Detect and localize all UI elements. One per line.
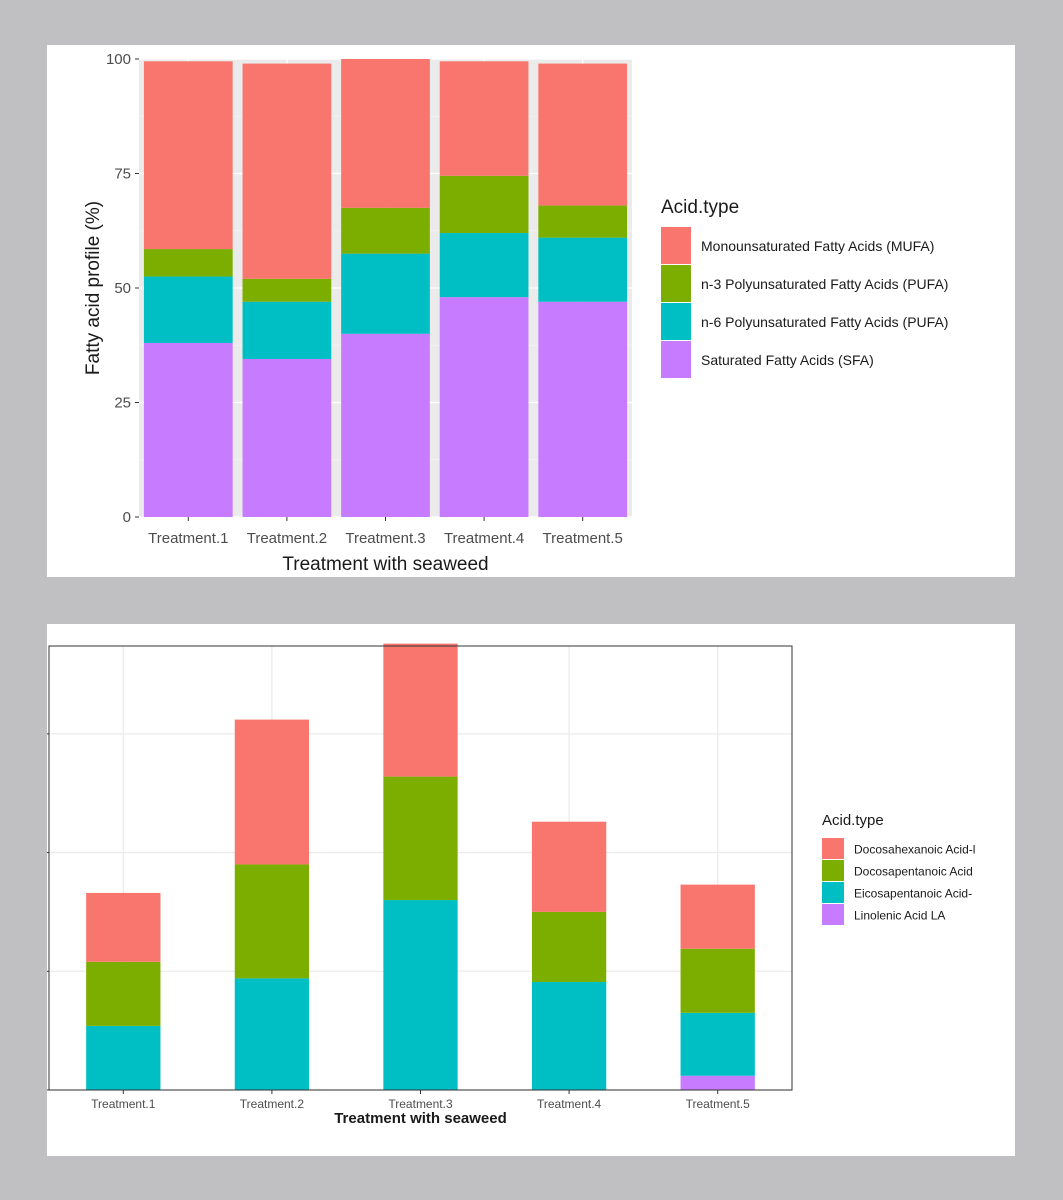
bar-treatment-3-monounsaturated-fatty-acids-mufa <box>341 59 430 208</box>
bar-treatment-2-monounsaturated-fatty-acids-mufa <box>242 63 332 279</box>
x-tick-label: Treatment.5 <box>686 1097 751 1111</box>
bar-treatment-3-docosapentanoic-acid <box>383 776 458 901</box>
legend-key-monounsaturated-fatty-acids-mufa <box>661 227 691 264</box>
bar-treatment-5-n-6-polyunsaturated-fatty-acids-pufa <box>538 237 628 302</box>
bar-treatment-4-eicosapentanoic-acid <box>531 981 607 1090</box>
legend-key-n-3-polyunsaturated-fatty-acids-pufa <box>661 265 691 302</box>
legend-title: Acid.type <box>661 197 739 218</box>
bar-treatment-3-eicosapentanoic-acid <box>383 900 458 1090</box>
bar-treatment-1-n-3-polyunsaturated-fatty-acids-pufa <box>143 249 233 277</box>
y-axis-title: Fatty acid profile (%) <box>83 201 104 375</box>
bar-treatment-5-saturated-fatty-acids-sfa <box>538 301 628 517</box>
bar-treatment-3-docosahexanoic-acid-l <box>383 643 458 777</box>
bar-treatment-3-saturated-fatty-acids-sfa <box>341 333 430 517</box>
x-tick-label: Treatment.4 <box>444 530 524 547</box>
bar-treatment-2-saturated-fatty-acids-sfa <box>242 358 332 517</box>
x-axis-title: Treatment with seaweed <box>334 1110 507 1127</box>
bar-treatment-2-eicosapentanoic-acid <box>234 978 310 1090</box>
bar-treatment-2-docosapentanoic-acid <box>234 864 310 979</box>
x-tick-label: Treatment.3 <box>388 1097 453 1111</box>
legend-key-docosapentanoic-acid <box>822 860 844 881</box>
x-tick-label: Treatment.1 <box>148 530 228 547</box>
bar-treatment-2-docosahexanoic-acid-l <box>234 719 310 865</box>
bar-treatment-1-n-6-polyunsaturated-fatty-acids-pufa <box>143 276 233 343</box>
legend-label-linolenic-acid-la: Linolenic Acid LA <box>854 908 945 922</box>
bar-treatment-2-n-6-polyunsaturated-fatty-acids-pufa <box>242 301 332 359</box>
bar-treatment-1-eicosapentanoic-acid <box>86 1025 161 1090</box>
legend-label-monounsaturated-fatty-acids-mufa: Monounsaturated Fatty Acids (MUFA) <box>701 238 934 254</box>
fatty-acid-profile-chart: 0 25 50 75 100 Treatment.1 Treatment.2 Treatmen… <box>83 51 948 575</box>
bar-treatment-4-docosapentanoic-acid <box>531 911 607 982</box>
omega-acids-chart: Treatment.1 Treatment.2 Treatment.3 Treatme… <box>47 643 975 1127</box>
y-tick-label: 25 <box>114 395 131 412</box>
y-tick-label: 75 <box>114 166 131 183</box>
y-tick-label: 100 <box>106 51 131 68</box>
bar-treatment-3-n-6-polyunsaturated-fatty-acids-pufa <box>341 253 430 334</box>
legend-key-eicosapentanoic-acid <box>822 882 844 903</box>
legend-key-linolenic-acid-la <box>822 904 844 925</box>
legend-key-saturated-fatty-acids-sfa <box>661 341 691 378</box>
legend-label-n-6-polyunsaturated-fatty-acids-pufa: n-6 Polyunsaturated Fatty Acids (PUFA) <box>701 314 948 330</box>
x-tick-label: Treatment.3 <box>345 530 425 547</box>
bar-treatment-5-eicosapentanoic-acid <box>680 1012 755 1076</box>
legend-label-saturated-fatty-acids-sfa: Saturated Fatty Acids (SFA) <box>701 352 874 368</box>
x-tick-label: Treatment.2 <box>247 530 327 547</box>
bar-treatment-5-docosapentanoic-acid <box>680 948 755 1013</box>
bar-treatment-4-monounsaturated-fatty-acids-mufa <box>439 61 529 176</box>
bar-treatment-5-n-3-polyunsaturated-fatty-acids-pufa <box>538 205 628 238</box>
x-axis-title: Treatment with seaweed <box>282 554 488 575</box>
bar-treatment-5-linolenic-acid-la <box>680 1075 755 1090</box>
bar-treatment-1-docosapentanoic-acid <box>86 961 161 1026</box>
bar-treatment-1-docosahexanoic-acid-l <box>86 892 161 962</box>
y-tick-label: 0 <box>123 509 131 526</box>
bar-treatment-5-docosahexanoic-acid-l <box>680 884 755 949</box>
legend-label-docosahexanoic-acid-l: Docosahexanoic Acid-l <box>854 842 975 856</box>
legend-label-n-3-polyunsaturated-fatty-acids-pufa: n-3 Polyunsaturated Fatty Acids (PUFA) <box>701 276 948 292</box>
y-tick-label: 50 <box>114 280 131 297</box>
bar-treatment-5-monounsaturated-fatty-acids-mufa <box>538 63 628 206</box>
x-tick-label: Treatment.5 <box>543 530 623 547</box>
legend-key-n-6-polyunsaturated-fatty-acids-pufa <box>661 303 691 340</box>
bar-treatment-4-saturated-fatty-acids-sfa <box>439 297 529 517</box>
x-tick-label: Treatment.1 <box>91 1097 156 1111</box>
legend-key-docosahexanoic-acid-l <box>822 838 844 859</box>
bar-treatment-4-docosahexanoic-acid-l <box>531 821 607 912</box>
bar-treatment-1-monounsaturated-fatty-acids-mufa <box>143 61 233 250</box>
bar-treatment-4-n-6-polyunsaturated-fatty-acids-pufa <box>439 233 529 298</box>
x-tick-label: Treatment.4 <box>537 1097 602 1111</box>
legend-title: Acid.type <box>822 812 884 829</box>
bar-treatment-1-saturated-fatty-acids-sfa <box>143 342 233 517</box>
chart-panel-omega-acids: Treatment.1 Treatment.2 Treatment.3 Treatme… <box>47 624 1015 1156</box>
x-tick-label: Treatment.2 <box>240 1097 305 1111</box>
legend-label-eicosapentanoic-acid: Eicosapentanoic Acid- <box>854 886 972 900</box>
legend-label-docosapentanoic-acid: Docosapentanoic Acid <box>854 864 973 878</box>
bar-treatment-4-n-3-polyunsaturated-fatty-acids-pufa <box>439 175 529 234</box>
bar-treatment-2-n-3-polyunsaturated-fatty-acids-pufa <box>242 278 332 302</box>
chart-panel-fatty-acid-profile: 0 25 50 75 100 Treatment.1 Treatment.2 Treatmen… <box>47 45 1015 577</box>
bar-treatment-3-n-3-polyunsaturated-fatty-acids-pufa <box>341 207 430 254</box>
